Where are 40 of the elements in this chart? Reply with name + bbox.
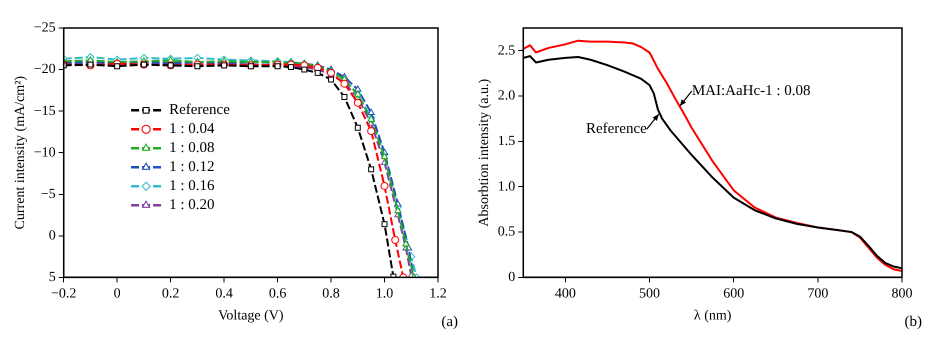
x-tick-label: 1.0 <box>376 286 394 302</box>
y-tick-label: 1.5 <box>498 134 516 150</box>
y-axis-title: Current intensity (mA/cm²) <box>13 76 28 230</box>
legend-label: 1 : 0.16 <box>169 178 215 194</box>
x-tick-label: 0.2 <box>162 286 180 302</box>
legend-label: Reference <box>169 102 230 118</box>
x-tick-label: 0.8 <box>322 286 340 302</box>
x-tick-label: 0.6 <box>268 286 286 302</box>
y-tick-label: 2.5 <box>498 43 516 58</box>
annotation: MAI:AaHc-1 : 0.08 <box>692 82 811 99</box>
y-tick-label: −15 <box>34 104 56 119</box>
legend-label: 1 : 0.12 <box>169 159 214 176</box>
x-axis-title: λ (nm) <box>694 308 732 324</box>
annotation: Reference <box>586 121 648 138</box>
x-tick-label: −0.2 <box>50 286 76 302</box>
y-tick-label: −10 <box>34 145 56 160</box>
text: (b) <box>904 314 922 330</box>
y-tick-label: −25 <box>34 20 56 36</box>
y-tick-label: 0.5 <box>498 224 516 240</box>
x-tick-label: 0.4 <box>215 286 233 302</box>
text: (a) <box>441 314 458 330</box>
y-axis-title: Absorbtion intensity (a.u.) <box>477 78 492 227</box>
y-tick-label: 0 <box>48 228 56 244</box>
x-tick-label: 600 <box>723 286 744 302</box>
legend-label: 1 : 0.04 <box>169 121 215 138</box>
x-tick-label: 500 <box>639 286 660 302</box>
legend-label: 1 : 0.20 <box>169 197 214 214</box>
x-tick-label: 800 <box>892 286 912 302</box>
y-tick-label: −5 <box>40 186 56 202</box>
x-axis-title: Voltage (V) <box>218 308 284 324</box>
y-tick-label: 2.0 <box>498 88 516 104</box>
x-tick-label: 400 <box>554 286 576 302</box>
x-tick-label: 700 <box>807 286 828 302</box>
x-tick-label: 0 <box>114 286 121 302</box>
y-tick-label: 5 <box>48 270 56 286</box>
y-tick-label: 1.0 <box>498 179 516 194</box>
y-tick-label: 0 <box>508 270 516 286</box>
x-tick-label: 1.2 <box>429 286 447 302</box>
y-tick-label: −20 <box>34 62 56 78</box>
legend-label: 1 : 0.08 <box>169 140 214 156</box>
